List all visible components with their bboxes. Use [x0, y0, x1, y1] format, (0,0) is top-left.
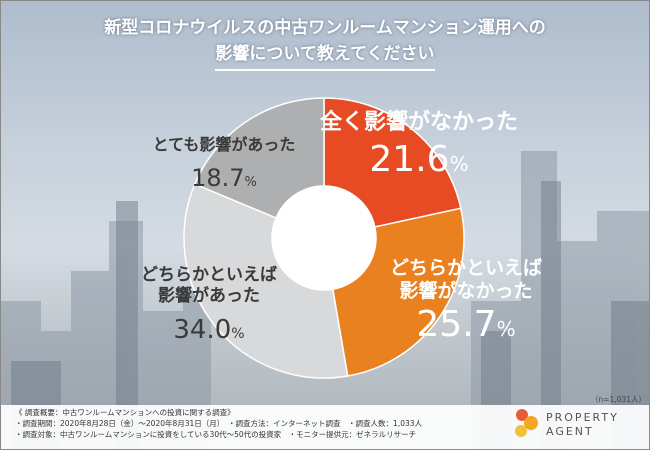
slice-name-4-line-1: とても影響があった [153, 135, 296, 154]
sample-size: （n=1,031人） [591, 395, 647, 404]
slice-value-2: 25.7% [416, 304, 515, 345]
survey-footer: 《 調査概要：中古ワンルームマンションへの投資に関する調査》 ・調査期間：202… [1, 405, 649, 449]
slice-name-3-line-2: 影響があった [158, 285, 260, 306]
slice-name-2-line-1: どちらかといえば [390, 257, 542, 279]
title-line-1: 新型コロナウイルスの中古ワンルームマンション運用への [104, 18, 546, 38]
donut-hole [272, 186, 376, 290]
slice-value-4: 18.7% [191, 164, 257, 192]
logo-line-2: AGENT [546, 425, 594, 438]
slice-name-1-line-1: 全く影響がなかった [319, 109, 518, 135]
slice-label-4: とても影響があった 18.7% [153, 135, 296, 192]
chart-title: 新型コロナウイルスの中古ワンルームマンション運用への 影響について教えてください [1, 15, 649, 71]
slice-value-1: 21.6% [369, 139, 468, 180]
survey-target-provider: ・調査対象：中古ワンルームマンションに投資をしている30代～50代の投資家 ・モ… [15, 430, 417, 439]
slice-name-3-line-1: どちらかといえば [141, 265, 277, 285]
property-agent-logo-text: PROPERTY AGENT [546, 411, 619, 439]
survey-period-method: ・調査期間：2020年8月28日（金）～2020年8月31日（月） ・調査方法：… [15, 419, 423, 428]
survey-summary: 《 調査概要：中古ワンルームマンションへの投資に関する調査》 [15, 408, 235, 417]
slice-value-3: 34.0% [173, 315, 244, 345]
logo-line-1: PROPERTY [546, 411, 619, 424]
title-line-2: 影響について教えてください [215, 41, 435, 71]
slice-name-2-line-2: 影響がなかった [399, 279, 532, 302]
property-agent-logo-icon [515, 409, 538, 437]
slice-label-1: 全く影響がなかった 21.6% [319, 109, 518, 180]
donut-chart: 全く影響がなかった21.6%どちらかといえば影響がなかった25.7%どちらかとい… [141, 97, 542, 379]
